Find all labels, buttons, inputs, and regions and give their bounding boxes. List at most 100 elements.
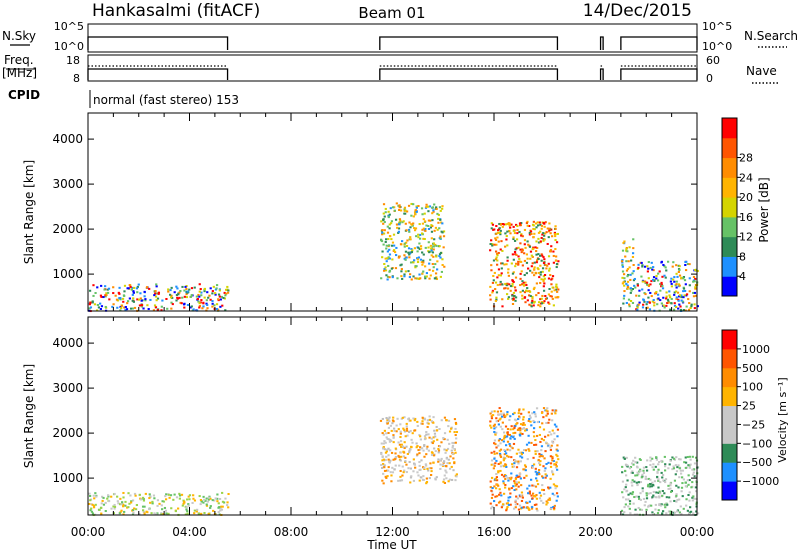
- echo-cell: [659, 504, 663, 507]
- echo-cell: [497, 484, 500, 487]
- echo-cell: [499, 413, 503, 416]
- power-colorbar-label: Power [dB]: [757, 177, 771, 242]
- echo-cell: [645, 283, 649, 286]
- echo-cell: [200, 500, 203, 503]
- echo-cell: [691, 499, 694, 502]
- echo-cell: [664, 469, 667, 472]
- echo-cell: [629, 466, 633, 469]
- echo-cell: [691, 468, 694, 471]
- echo-cell: [681, 300, 684, 303]
- echo-cell: [382, 203, 386, 206]
- echo-cell: [172, 498, 175, 501]
- echo-cell: [186, 291, 189, 294]
- echo-cell: [396, 417, 399, 420]
- echo-cell: [691, 473, 695, 476]
- echo-cell: [189, 306, 192, 309]
- echo-cell: [136, 285, 139, 288]
- echo-cell: [520, 251, 523, 254]
- echo-cell: [453, 448, 456, 451]
- echo-cell: [505, 507, 508, 510]
- echo-cell: [427, 219, 431, 222]
- echo-cell: [510, 223, 513, 226]
- echo-cell: [629, 300, 633, 303]
- echo-cell: [669, 484, 672, 487]
- echo-cell: [435, 206, 438, 209]
- colorbar-swatch: [722, 330, 737, 350]
- echo-cell: [663, 492, 666, 495]
- echo-cell: [118, 292, 121, 295]
- echo-cell: [625, 483, 628, 486]
- echo-cell: [205, 302, 208, 305]
- echo-cell: [679, 472, 683, 475]
- echo-cell: [652, 269, 655, 272]
- echo-cell: [417, 449, 420, 452]
- echo-cell: [423, 275, 427, 278]
- echo-cell: [677, 298, 680, 301]
- echo-cell: [225, 292, 228, 295]
- echo-cell: [499, 500, 502, 503]
- echo-cell: [647, 267, 650, 270]
- echo-cell: [543, 258, 546, 261]
- echo-cell: [628, 507, 631, 510]
- echo-cell: [104, 501, 107, 504]
- echo-cell: [398, 209, 401, 212]
- echo-cell: [386, 422, 389, 425]
- echo-cell: [447, 425, 450, 428]
- echo-cell: [556, 495, 559, 498]
- echo-cell: [497, 471, 500, 474]
- echo-cell: [132, 290, 135, 293]
- echo-cell: [103, 288, 106, 291]
- echo-cell: [538, 426, 542, 429]
- echo-cell: [110, 495, 113, 498]
- beam-title: Beam 01: [358, 4, 425, 22]
- echo-cell: [629, 512, 632, 515]
- echo-cell: [533, 286, 536, 289]
- echo-cell: [132, 297, 135, 300]
- echo-cell: [209, 287, 212, 290]
- echo-cell: [428, 477, 431, 480]
- echo-cell: [417, 233, 420, 236]
- echo-cell: [624, 486, 627, 489]
- echo-cell: [653, 304, 656, 307]
- echo-cell: [148, 508, 151, 511]
- echo-cell: [688, 302, 691, 305]
- echo-cell: [515, 262, 518, 265]
- echo-cell: [442, 461, 446, 464]
- echo-cell: [188, 288, 191, 291]
- echo-cell: [526, 290, 529, 293]
- echo-cell: [381, 459, 384, 462]
- echo-cell: [529, 269, 532, 272]
- echo-cell: [670, 302, 673, 305]
- echo-cell: [520, 453, 524, 456]
- echo-cell: [645, 494, 648, 497]
- echo-cell: [491, 414, 495, 417]
- echo-cell: [696, 512, 700, 515]
- echo-cell: [649, 291, 652, 294]
- echo-cell: [652, 468, 655, 471]
- echo-cell: [687, 298, 690, 301]
- echo-cell: [640, 476, 643, 479]
- echo-cell: [496, 236, 499, 239]
- echo-cell: [88, 492, 91, 495]
- echo-cell: [170, 286, 173, 289]
- echo-cell: [490, 239, 493, 242]
- echo-cell: [682, 275, 686, 278]
- echo-cell: [529, 230, 533, 233]
- echo-cell: [422, 270, 425, 273]
- echo-cell: [412, 275, 415, 278]
- echo-cell: [395, 254, 398, 257]
- noise-segment: [87, 36, 229, 50]
- echo-cell: [432, 209, 435, 212]
- echo-cell: [524, 301, 527, 304]
- echo-cell: [515, 474, 519, 477]
- echo-cell: [497, 240, 500, 243]
- echo-cell: [552, 254, 555, 257]
- echo-cell: [199, 301, 202, 304]
- echo-cell: [393, 429, 396, 432]
- echo-cell: [501, 262, 504, 265]
- echo-cell: [543, 492, 546, 495]
- echo-cell: [92, 504, 96, 507]
- echo-cell: [555, 492, 559, 495]
- echo-cell: [500, 262, 503, 265]
